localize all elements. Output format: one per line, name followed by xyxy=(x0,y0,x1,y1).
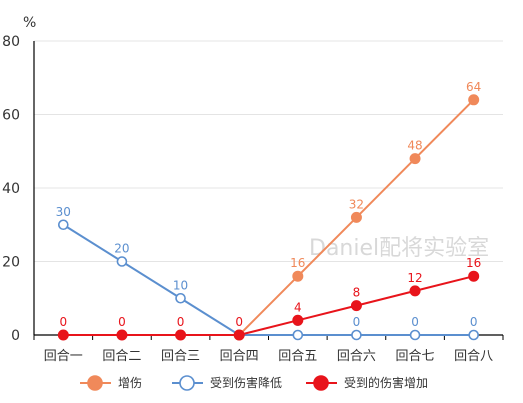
y-axis-unit: % xyxy=(23,15,36,31)
data-point xyxy=(351,329,362,341)
data-point xyxy=(116,256,128,267)
data-label: 0 xyxy=(411,315,419,329)
x-axis-ticks: 回合一 回合二 回合三 回合四 回合五 回合六 回合七 回合八 xyxy=(33,335,504,364)
series-group: 1632486430201000000000481216 xyxy=(56,80,481,341)
x-tick-label: 回合七 xyxy=(396,349,435,364)
data-label: 64 xyxy=(466,80,481,94)
legend-item[interactable]: 受到的伤害增加 xyxy=(306,375,428,391)
data-point xyxy=(468,270,480,282)
legend-label: 增伤 xyxy=(118,376,142,390)
data-label: 12 xyxy=(407,271,422,285)
data-label: 0 xyxy=(118,315,126,329)
x-tick-label: 回合二 xyxy=(102,349,141,364)
data-point xyxy=(175,292,186,304)
x-tick-label: 回合四 xyxy=(220,349,259,364)
data-point xyxy=(233,329,245,341)
legend-swatch-marker xyxy=(313,375,329,391)
series-line xyxy=(63,275,474,336)
data-point xyxy=(292,314,304,326)
data-point xyxy=(468,329,479,341)
y-axis-ticks: 0 20 40 60 80 xyxy=(2,34,20,344)
gridlines xyxy=(34,40,503,262)
legend[interactable]: 增伤 受到伤害降低 受到的伤害增加 xyxy=(80,375,428,391)
data-point xyxy=(292,270,304,282)
data-label: 20 xyxy=(114,242,129,256)
legend-item[interactable]: 受到伤害降低 xyxy=(172,375,282,391)
data-label: 16 xyxy=(290,256,305,270)
x-tick-label: 回合一 xyxy=(44,349,83,364)
y-tick-label: 20 xyxy=(2,255,20,271)
data-label: 30 xyxy=(56,205,71,219)
data-point xyxy=(468,94,480,106)
data-point xyxy=(409,285,421,297)
series-3: 0 0 0 0 4 8 12 16 xyxy=(57,256,481,341)
data-point xyxy=(175,329,187,341)
data-label: 16 xyxy=(466,256,481,270)
data-label: 0 xyxy=(235,315,243,329)
data-label: 0 xyxy=(59,315,67,329)
data-label: 0 xyxy=(177,315,185,329)
x-tick-label: 回合六 xyxy=(337,349,376,364)
y-tick-label: 80 xyxy=(2,34,20,50)
legend-label: 受到伤害降低 xyxy=(210,375,282,390)
data-label: 8 xyxy=(353,286,361,300)
legend-item[interactable]: 增伤 xyxy=(80,375,142,391)
y-tick-label: 40 xyxy=(2,181,20,197)
data-label: 10 xyxy=(173,278,188,292)
data-point xyxy=(350,211,362,223)
legend-swatch-marker xyxy=(87,375,103,391)
data-point xyxy=(409,329,421,341)
x-tick-label: 回合八 xyxy=(454,349,493,364)
x-tick-label: 回合五 xyxy=(278,349,317,364)
data-label: 0 xyxy=(470,315,478,329)
data-point xyxy=(57,329,69,341)
data-label: 32 xyxy=(349,197,364,211)
series-2: 30 20 10 0 0 0 0 xyxy=(56,205,479,341)
data-label: 4 xyxy=(294,300,302,314)
data-point xyxy=(292,329,304,341)
data-point xyxy=(116,329,128,341)
y-tick-label: 60 xyxy=(2,108,20,124)
data-label: 48 xyxy=(407,139,422,153)
y-tick-label: 0 xyxy=(11,328,20,344)
data-label: 0 xyxy=(353,315,361,329)
legend-swatch-marker xyxy=(179,375,195,391)
series-line xyxy=(62,223,474,336)
data-point xyxy=(409,153,421,165)
legend-label: 受到的伤害增加 xyxy=(344,375,428,390)
data-point xyxy=(58,219,69,231)
x-tick-label: 回合三 xyxy=(161,349,200,364)
watermark-text: Daniel配将实验室 xyxy=(309,236,489,261)
data-point xyxy=(350,300,362,312)
